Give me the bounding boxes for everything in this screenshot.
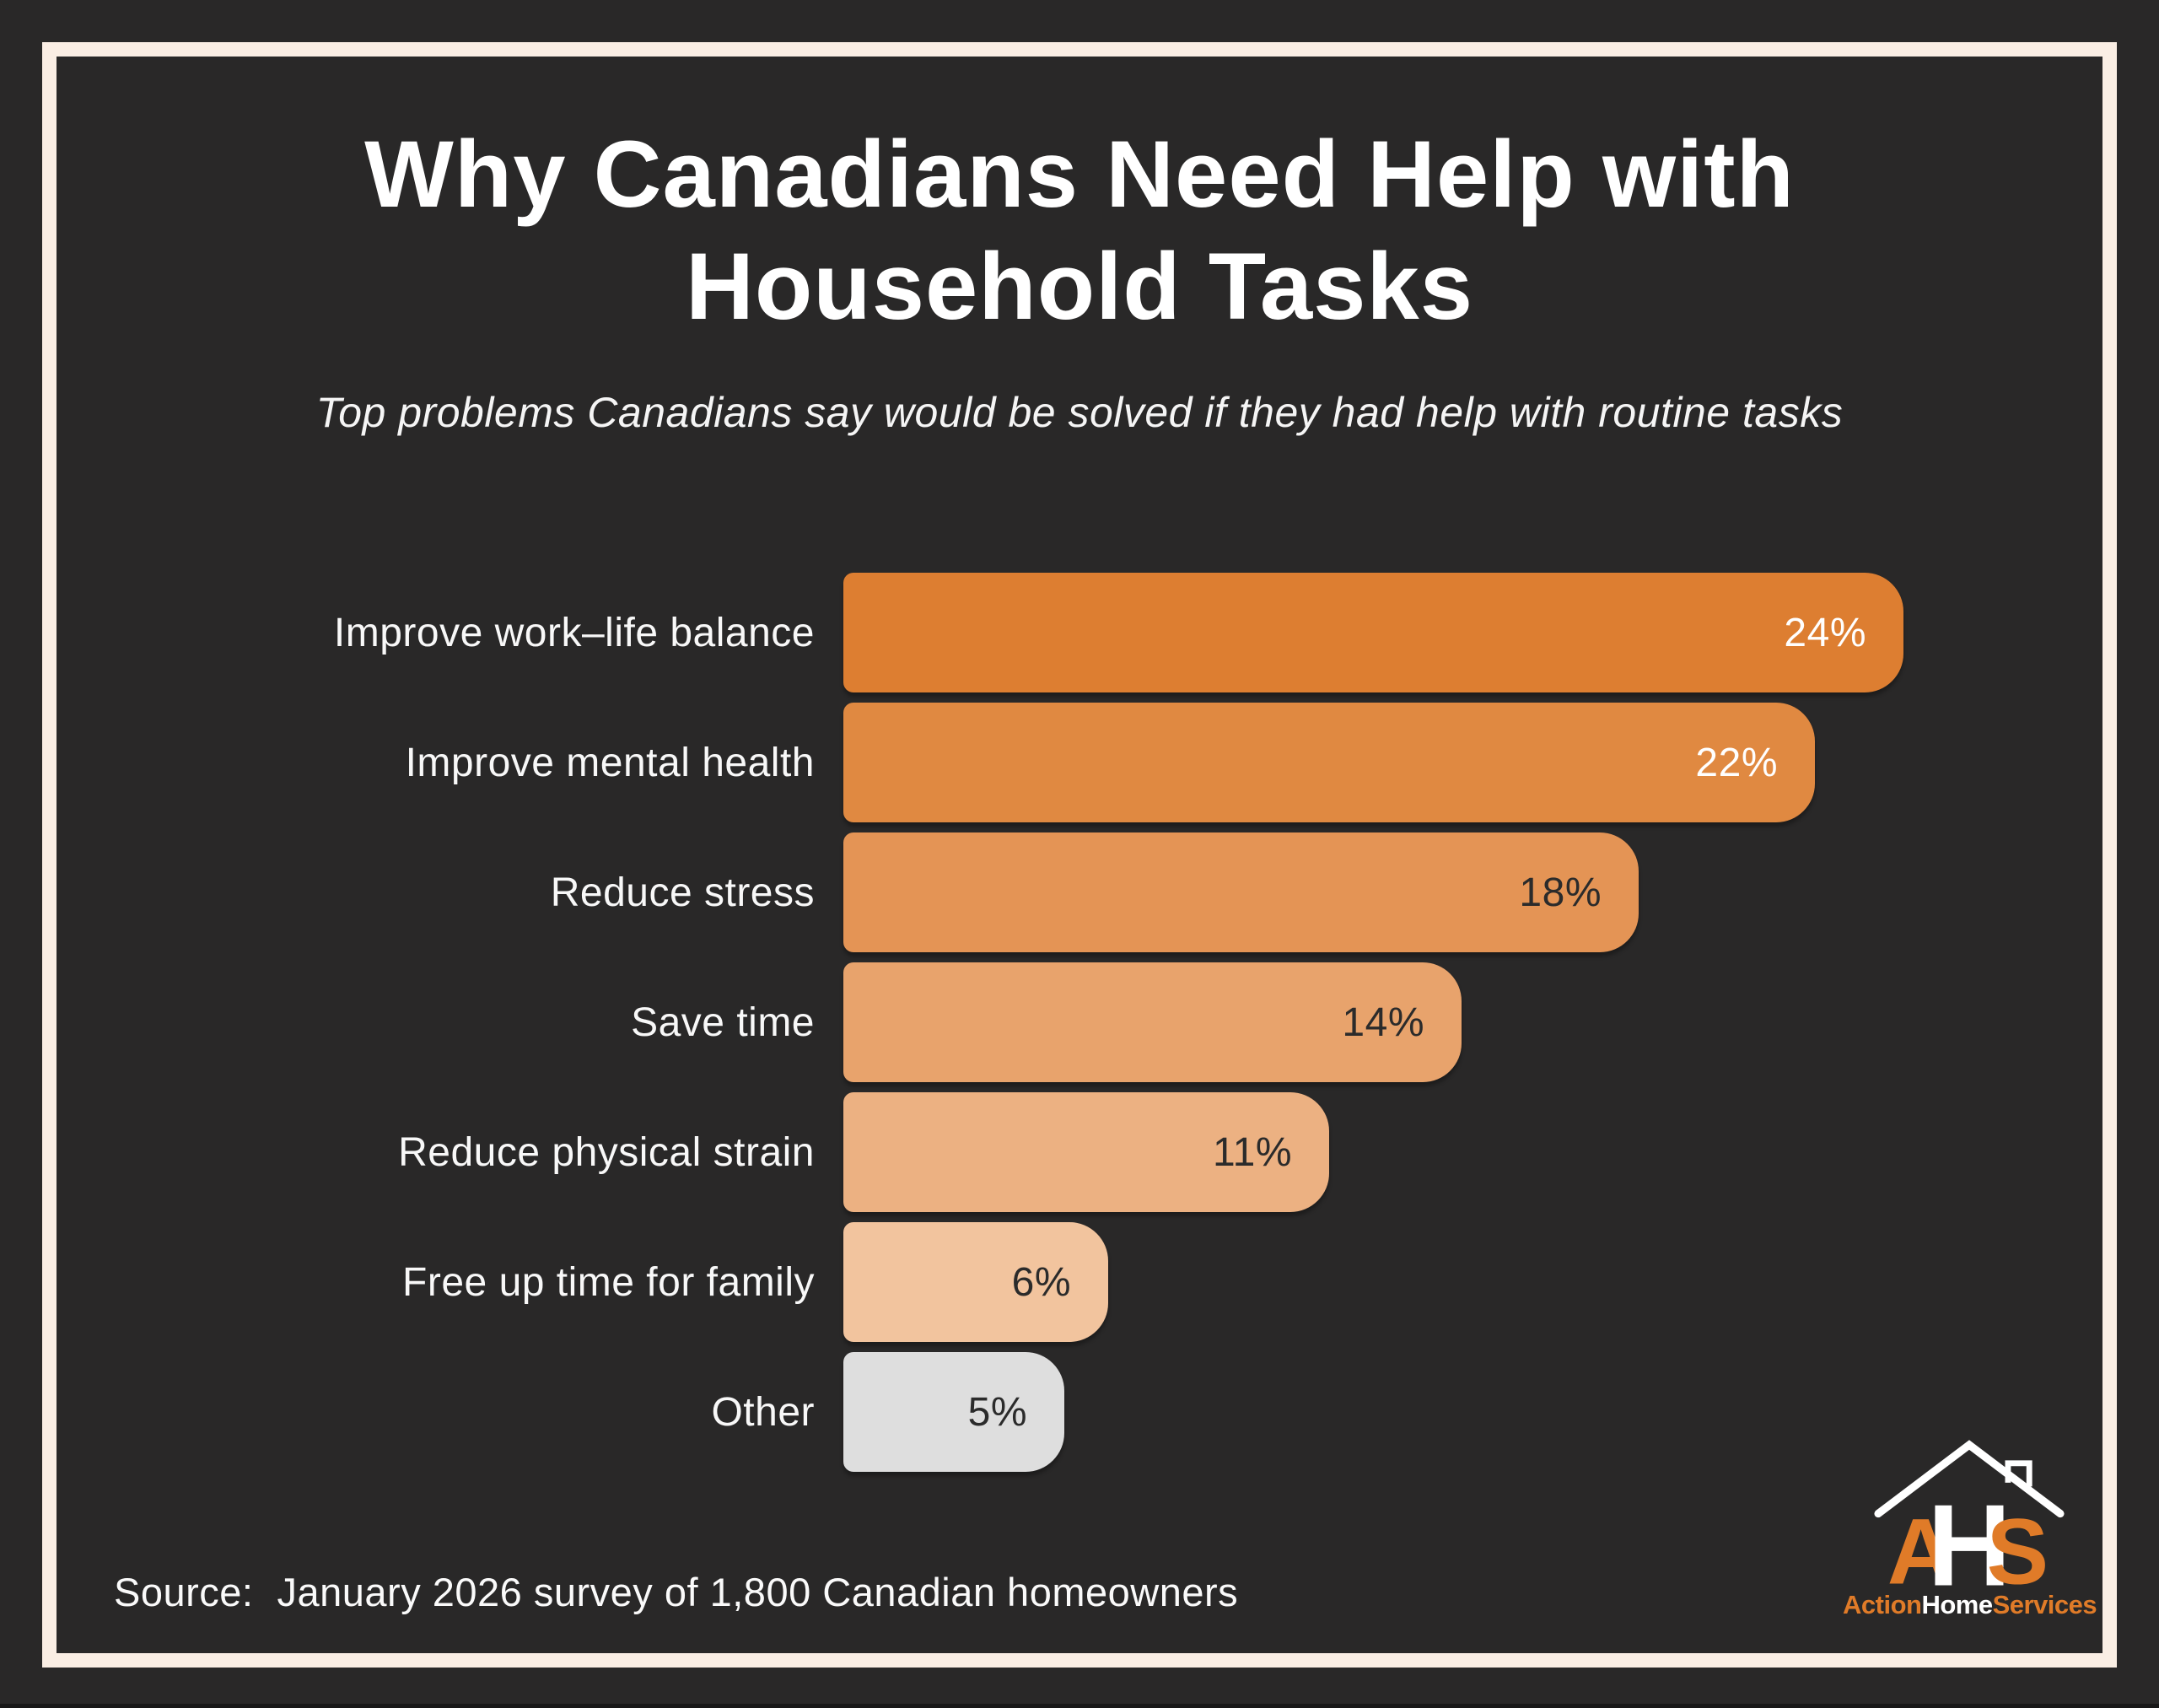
logo-letter-a: A	[1887, 1500, 1955, 1588]
title-line-1: Why Canadians Need Help with	[364, 121, 1795, 227]
bar: 11%	[843, 1092, 1329, 1212]
logo-letter-s: S	[1987, 1500, 2049, 1588]
bar: 6%	[843, 1222, 1108, 1342]
bar: 24%	[843, 573, 1903, 692]
bar: 5%	[843, 1352, 1064, 1472]
bar-value-label: 11%	[1212, 1129, 1292, 1175]
chart-subtitle: Top problems Canadians say would be solv…	[315, 389, 1844, 436]
bar-row: Free up time for family 6%	[0, 1222, 2159, 1342]
action-home-services-logo: A H S ActionHomeServices	[1843, 1438, 2097, 1620]
logo-word-action: Action	[1843, 1590, 1922, 1619]
bottom-edge-artifact	[0, 1704, 2159, 1708]
bar: 14%	[843, 962, 1462, 1082]
bar-category-label: Improve mental health	[405, 740, 815, 785]
bar-row: Improve work–life balance 24%	[0, 573, 2159, 692]
bar-row: Reduce physical strain 11%	[0, 1092, 2159, 1212]
logo-letter-h: H	[1927, 1481, 2011, 1588]
logo-wordmark: ActionHomeServices	[1843, 1590, 2097, 1620]
bar-value-label: 24%	[1784, 610, 1866, 655]
bar-row: Save time 14%	[0, 962, 2159, 1082]
bar-value-label: 6%	[1011, 1259, 1071, 1305]
bar-row: Improve mental health 22%	[0, 703, 2159, 822]
bar-chart: Improve work–life balance 24% Improve ment…	[0, 573, 2159, 1472]
bar-value-label: 5%	[967, 1389, 1027, 1435]
bar-row: Other 5%	[0, 1352, 2159, 1472]
logo-word-services: Services	[1992, 1590, 2097, 1619]
bar-value-label: 18%	[1519, 870, 1602, 915]
bar-category-label: Reduce physical strain	[398, 1129, 815, 1175]
bar-category-label: Save time	[631, 999, 815, 1045]
bar-value-label: 14%	[1342, 999, 1424, 1045]
source-label: Source:	[114, 1570, 254, 1614]
title-line-2: Household Tasks	[685, 234, 1474, 339]
roof-icon	[1874, 1440, 2065, 1518]
bar-row: Reduce stress 18%	[0, 832, 2159, 952]
bar-category-label: Improve work–life balance	[333, 610, 815, 655]
logo-word-home: Home	[1921, 1590, 1993, 1619]
page-title: Why Canadians Need Help with Household T…	[0, 118, 2159, 342]
source-text: January 2026 survey of 1,800 Canadian ho…	[277, 1570, 1239, 1614]
source-note: Source: January 2026 survey of 1,800 Cana…	[114, 1569, 1238, 1615]
bar: 22%	[843, 703, 1815, 822]
bar-category-label: Other	[711, 1389, 815, 1435]
house-logo-icon: A H S	[1874, 1440, 2065, 1588]
bar-category-label: Reduce stress	[550, 870, 815, 915]
bar-category-label: Free up time for family	[402, 1259, 815, 1305]
bar-value-label: 22%	[1695, 740, 1778, 785]
bar: 18%	[843, 832, 1639, 952]
